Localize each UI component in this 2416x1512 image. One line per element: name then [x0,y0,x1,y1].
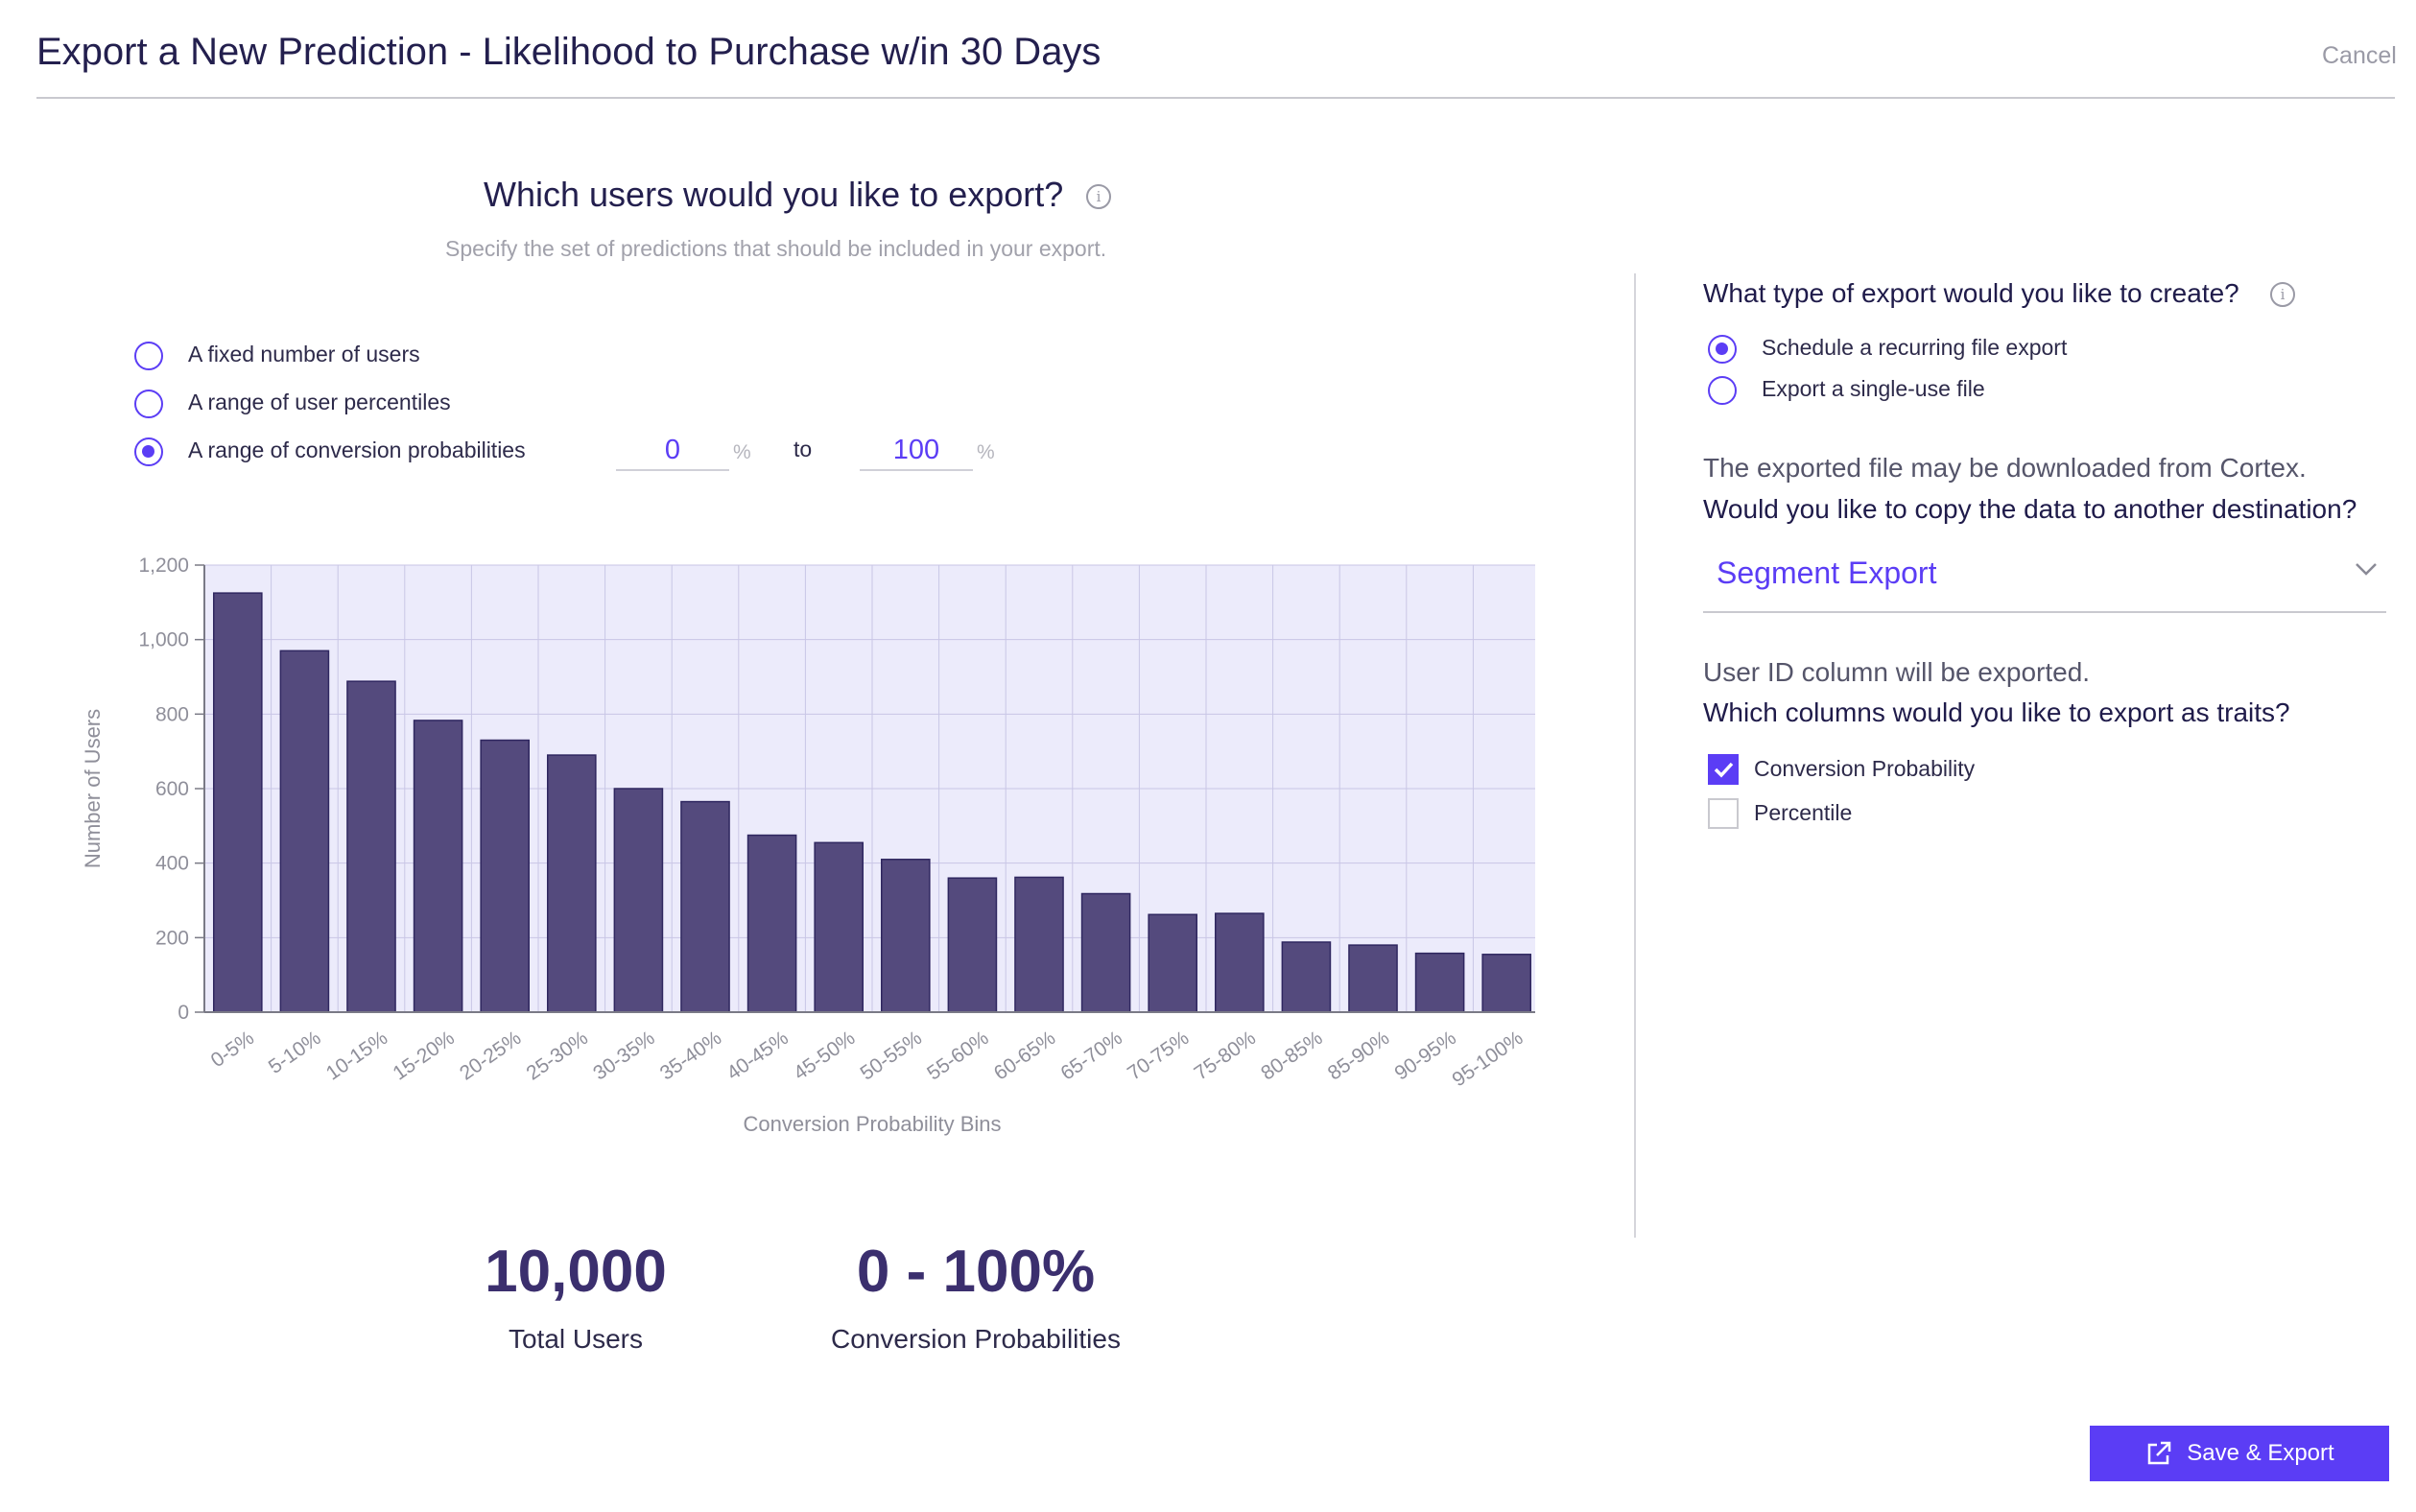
bar [1481,954,1532,1013]
checkbox-percentile[interactable] [1708,798,1739,829]
bar [1080,892,1131,1013]
bar [814,841,865,1013]
x-axis-title: Conversion Probability Bins [743,1112,1001,1136]
x-tick-label: 60-65% [990,1027,1059,1084]
bar [1281,941,1332,1013]
bar [1214,912,1265,1013]
x-tick-label: 5-10% [265,1027,325,1078]
bar [613,788,664,1013]
radio-fixed-number-label[interactable]: A fixed number of users [188,342,420,366]
range-to-label: to [793,437,813,461]
bar [947,877,998,1013]
bar [413,720,463,1013]
bar [212,592,263,1013]
range-from-unit: % [733,441,751,463]
bar [880,859,931,1013]
x-tick-label: 50-55% [857,1027,926,1084]
bar [1414,952,1465,1013]
x-tick-label: 75-80% [1191,1027,1260,1084]
checkbox-conversion-probability[interactable] [1708,754,1739,785]
radio-single-use-export[interactable] [1708,376,1737,405]
section-divider [1634,273,1636,1238]
destination-select-value: Segment Export [1717,555,1937,590]
users-subtitle: Specify the set of predictions that shou… [445,236,1107,261]
x-tick-label: 45-50% [790,1027,859,1084]
bar [746,834,797,1013]
bar [1348,944,1398,1013]
userid-note: User ID column will be exported. [1703,657,2091,687]
radio-fixed-number[interactable] [134,342,163,370]
checkbox-conversion-probability-label[interactable]: Conversion Probability [1754,756,1976,781]
radio-percentile-range-label[interactable]: A range of user percentiles [188,390,451,414]
save-export-label: Save & Export [2187,1440,2334,1466]
radio-percentile-range[interactable] [134,390,163,418]
y-tick-label: 1,200 [138,555,189,577]
bar [680,800,730,1013]
x-tick-label: 25-30% [523,1027,592,1084]
range-to-input[interactable] [860,431,973,471]
bar [279,650,330,1013]
x-tick-label: 10-15% [322,1027,391,1084]
checkbox-percentile-label[interactable]: Percentile [1754,800,1853,825]
y-tick-label: 600 [155,778,189,800]
y-tick-label: 800 [155,703,189,725]
external-link-icon [2148,1441,2171,1465]
header-divider [36,97,2395,99]
x-tick-label: 20-25% [456,1027,525,1084]
radio-single-use-export-label[interactable]: Export a single-use file [1762,376,1985,401]
copy-destination-question: Would you like to copy the data to anoth… [1703,494,2357,524]
y-tick-label: 1,000 [138,629,189,651]
x-tick-label: 15-20% [389,1027,458,1084]
x-tick-label: 30-35% [589,1027,658,1084]
bar [1014,876,1064,1013]
info-icon-glyph: i [2270,282,2295,307]
bar [480,739,531,1013]
bar [346,680,396,1013]
bar [1148,913,1198,1013]
x-tick-label: 0-5% [207,1027,258,1072]
total-users-label: Total Users [508,1324,644,1354]
radio-probability-range[interactable] [134,437,163,466]
export-type-question: What type of export would you like to cr… [1703,278,2239,308]
x-tick-label: 35-40% [656,1027,725,1084]
probability-range-value: 0 - 100% [856,1239,1096,1305]
x-tick-label: 70-75% [1124,1027,1193,1084]
x-tick-label: 65-70% [1056,1027,1125,1084]
total-users-value: 10,000 [485,1239,667,1305]
destination-select[interactable]: Segment Export [1703,542,2386,613]
x-tick-label: 85-90% [1324,1027,1393,1084]
y-tick-label: 0 [178,1002,189,1024]
x-tick-label: 55-60% [923,1027,992,1084]
page-title: Export a New Prediction - Likelihood to … [36,31,1101,73]
export-type-info-icon[interactable]: i [2270,282,2295,307]
x-tick-label: 40-45% [722,1027,792,1084]
range-to-unit: % [977,441,995,463]
bar [546,754,597,1013]
checkmark-icon [1714,762,1734,778]
info-icon-glyph: i [1086,184,1111,209]
y-tick-label: 400 [155,853,189,875]
radio-probability-range-label[interactable]: A range of conversion probabilities [188,437,526,462]
traits-question: Which columns would you like to export a… [1703,697,2290,727]
probability-range-label: Conversion Probabilities [831,1324,1121,1354]
chevron-down-icon [2356,563,2377,576]
users-question-info-icon[interactable]: i [1086,184,1111,209]
range-from-input[interactable] [616,431,729,471]
download-note: The exported file may be downloaded from… [1703,453,2307,483]
radio-recurring-export-label[interactable]: Schedule a recurring file export [1762,335,2068,360]
cancel-link[interactable]: Cancel [2322,42,2397,69]
probability-histogram: 0 200 400 600 800 1,000 1,200 0-5% 5-10%10-15%15… [81,555,1535,1136]
radio-recurring-export[interactable] [1708,335,1737,364]
save-export-button[interactable]: Save & Export [2090,1426,2389,1481]
y-axis-title: Number of Users [81,709,105,868]
x-tick-label: 80-85% [1257,1027,1326,1084]
x-tick-label: 95-100% [1448,1027,1527,1091]
users-question: Which users would you like to export? [484,175,1064,214]
y-tick-label: 200 [155,927,189,949]
